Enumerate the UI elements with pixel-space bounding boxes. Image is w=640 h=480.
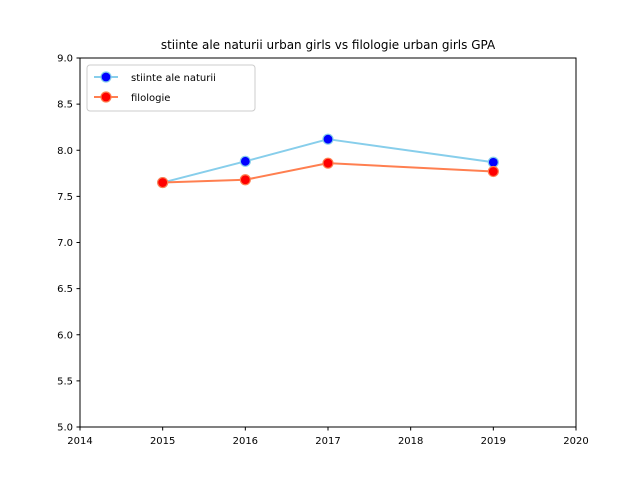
legend-label-1: filologie [131,93,170,104]
data-point-1 [157,176,169,189]
legend: stiinte ale naturii filologie [86,64,256,112]
x-axis: 2014 2015 2016 2017 2018 2019 2020 [67,427,589,447]
x-tick-label: 2014 [67,436,92,447]
legend-box [86,64,256,112]
data-point-1 [322,157,334,169]
y-tick-label: 6.5 [57,284,73,295]
data-point-0 [487,156,499,168]
series-layer [157,133,499,189]
data-point-0 [239,155,251,167]
y-tick-label: 8.5 [57,100,73,111]
y-tick-label: 5.0 [57,423,73,434]
legend-marker-0 [100,71,112,83]
y-tick-label: 7.5 [57,192,73,203]
data-point-0 [322,133,334,145]
x-tick-label: 2020 [563,436,588,447]
series-line-1 [162,162,494,184]
chart-title: stiinte ale naturii urban girls vs filol… [161,38,496,52]
data-point-1 [239,174,251,186]
data-point-1 [487,165,499,178]
x-tick-label: 2018 [398,436,423,447]
legend-marker-1 [100,91,112,103]
y-tick-label: 8.0 [57,146,73,157]
plot-area-frame [79,57,577,428]
series-line-0 [162,138,494,184]
y-tick-label: 9.0 [57,54,73,65]
y-tick-label: 5.5 [57,376,73,387]
x-tick-label: 2015 [150,436,175,447]
y-axis: 5.0 5.5 6.0 6.5 7.0 7.5 8.0 8.5 9.0 [57,54,80,434]
legend-label-0: stiinte ale naturii [131,73,216,84]
x-tick-label: 2019 [481,436,506,447]
y-tick-label: 6.0 [57,330,73,341]
x-tick-label: 2016 [233,436,258,447]
x-tick-label: 2017 [315,436,340,447]
y-tick-label: 7.0 [57,238,73,249]
